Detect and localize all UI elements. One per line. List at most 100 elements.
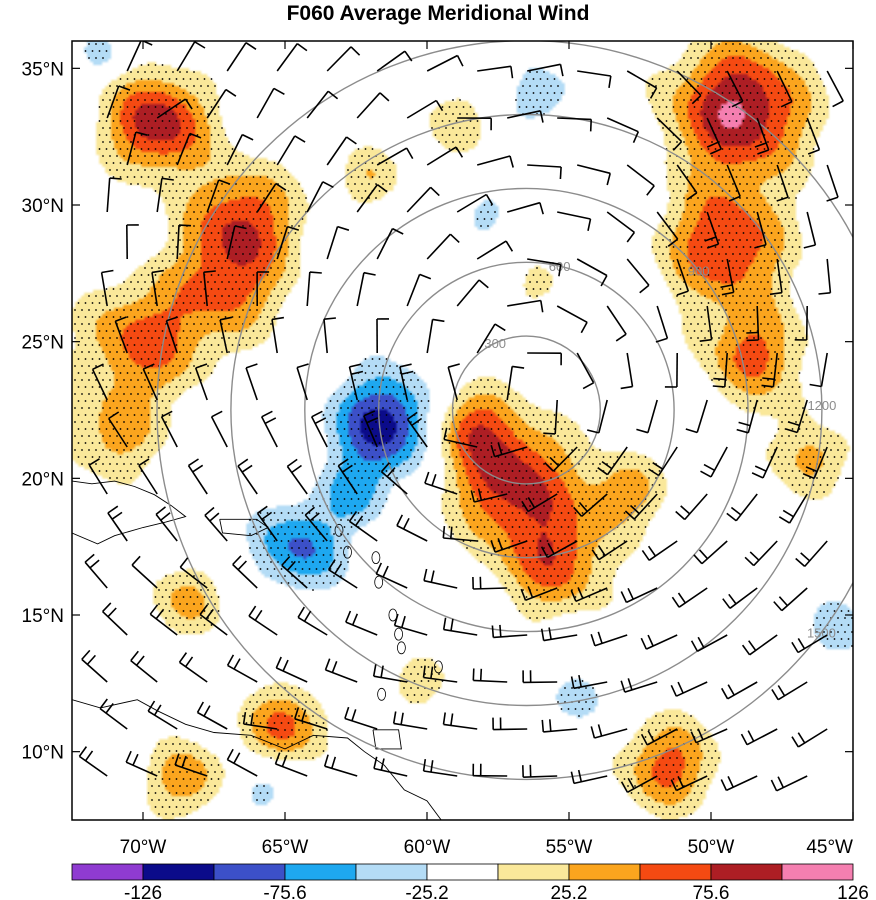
stipple-dot — [732, 239, 734, 241]
wind-barb — [676, 258, 690, 296]
colorbar-swatch — [426, 863, 499, 881]
stipple-dot — [224, 288, 227, 290]
stipple-dot — [466, 463, 468, 465]
stipple-dot — [116, 463, 118, 465]
stipple-dot — [455, 456, 458, 458]
stipple-dot — [700, 92, 703, 94]
stipple-dot — [466, 141, 468, 143]
stipple-dot — [91, 344, 94, 346]
stipple-dot — [781, 351, 783, 353]
stipple-dot — [802, 337, 804, 339]
stipple-dot — [742, 106, 745, 108]
stipple-dot — [585, 519, 587, 521]
stipple-dot — [725, 169, 727, 171]
stipple-dot — [662, 785, 664, 787]
stipple-dot — [291, 183, 293, 185]
stipple-dot — [641, 519, 643, 521]
stipple-dot — [357, 512, 360, 514]
stipple-dot — [518, 610, 521, 612]
stipple-dot — [795, 491, 797, 493]
stipple-dot — [553, 456, 556, 458]
stipple-dot — [284, 533, 286, 535]
stipple-dot — [746, 337, 748, 339]
stipple-dot — [315, 750, 318, 752]
stipple-dot — [410, 435, 412, 437]
stipple-dot — [203, 764, 206, 766]
stipple-dot — [214, 225, 216, 227]
stipple-dot — [312, 491, 314, 493]
stipple-dot — [746, 99, 748, 101]
wind-barb — [156, 98, 193, 119]
stipple-dot — [252, 176, 255, 178]
stipple-dot — [511, 484, 514, 486]
stipple-dot — [95, 365, 97, 367]
stipple-dot — [557, 435, 559, 437]
stipple-dot — [151, 99, 153, 101]
stipple-dot — [644, 484, 647, 486]
stipple-dot — [637, 736, 640, 738]
stipple-dot — [277, 295, 279, 297]
stipple-dot — [728, 120, 731, 122]
stipple-dot — [669, 281, 671, 283]
stipple-dot — [151, 183, 153, 185]
stipple-dot — [277, 743, 279, 745]
stipple-dot — [574, 680, 577, 682]
stipple-dot — [700, 302, 703, 304]
stipple-dot — [210, 344, 213, 346]
stipple-dot — [543, 617, 545, 619]
stipple-dot — [336, 470, 339, 472]
wind-barb — [776, 164, 789, 202]
stipple-dot — [690, 309, 692, 311]
stipple-dot — [256, 743, 258, 745]
stipple-dot — [578, 575, 580, 577]
stipple-dot — [357, 470, 360, 472]
stipple-dot — [245, 274, 248, 276]
stipple-dot — [424, 435, 426, 437]
stipple-dot — [340, 519, 342, 521]
stipple-dot — [385, 400, 388, 402]
stipple-dot — [518, 540, 521, 542]
stipple-dot — [581, 540, 584, 542]
stipple-dot — [721, 274, 724, 276]
stipple-dot — [245, 288, 248, 290]
stipple-dot — [637, 526, 640, 528]
stipple-dot — [224, 316, 227, 318]
stipple-dot — [693, 162, 696, 164]
stipple-dot — [707, 204, 710, 206]
stipple-dot — [791, 386, 794, 388]
stipple-dot — [823, 603, 825, 605]
stipple-dot — [382, 365, 384, 367]
stipple-dot — [179, 617, 181, 619]
stipple-dot — [151, 309, 153, 311]
stipple-dot — [791, 372, 794, 374]
stipple-dot — [613, 771, 615, 773]
stipple-dot — [532, 442, 535, 444]
stipple-dot — [805, 344, 808, 346]
stipple-dot — [795, 57, 797, 59]
stipple-dot — [140, 106, 143, 108]
stipple-dot — [784, 218, 787, 220]
stipple-dot — [154, 190, 157, 192]
stipple-dot — [193, 799, 195, 801]
stipple-dot — [469, 498, 472, 500]
stipple-dot — [753, 85, 755, 87]
stipple-dot — [165, 589, 167, 591]
stipple-dot — [74, 351, 76, 353]
stipple-dot — [721, 330, 724, 332]
stipple-dot — [81, 365, 83, 367]
stipple-dot — [368, 407, 370, 409]
stipple-dot — [550, 421, 552, 423]
stipple-dot — [735, 386, 738, 388]
stipple-dot — [280, 582, 283, 584]
stipple-dot — [378, 358, 381, 360]
stipple-dot — [221, 183, 223, 185]
stipple-dot — [172, 351, 174, 353]
stipple-dot — [721, 50, 724, 52]
stipple-dot — [249, 309, 251, 311]
stipple-dot — [340, 505, 342, 507]
stipple-dot — [707, 148, 710, 150]
stipple-dot — [448, 512, 451, 514]
stipple-dot — [700, 246, 703, 248]
stipple-dot — [483, 456, 486, 458]
stipple-dot — [515, 491, 517, 493]
